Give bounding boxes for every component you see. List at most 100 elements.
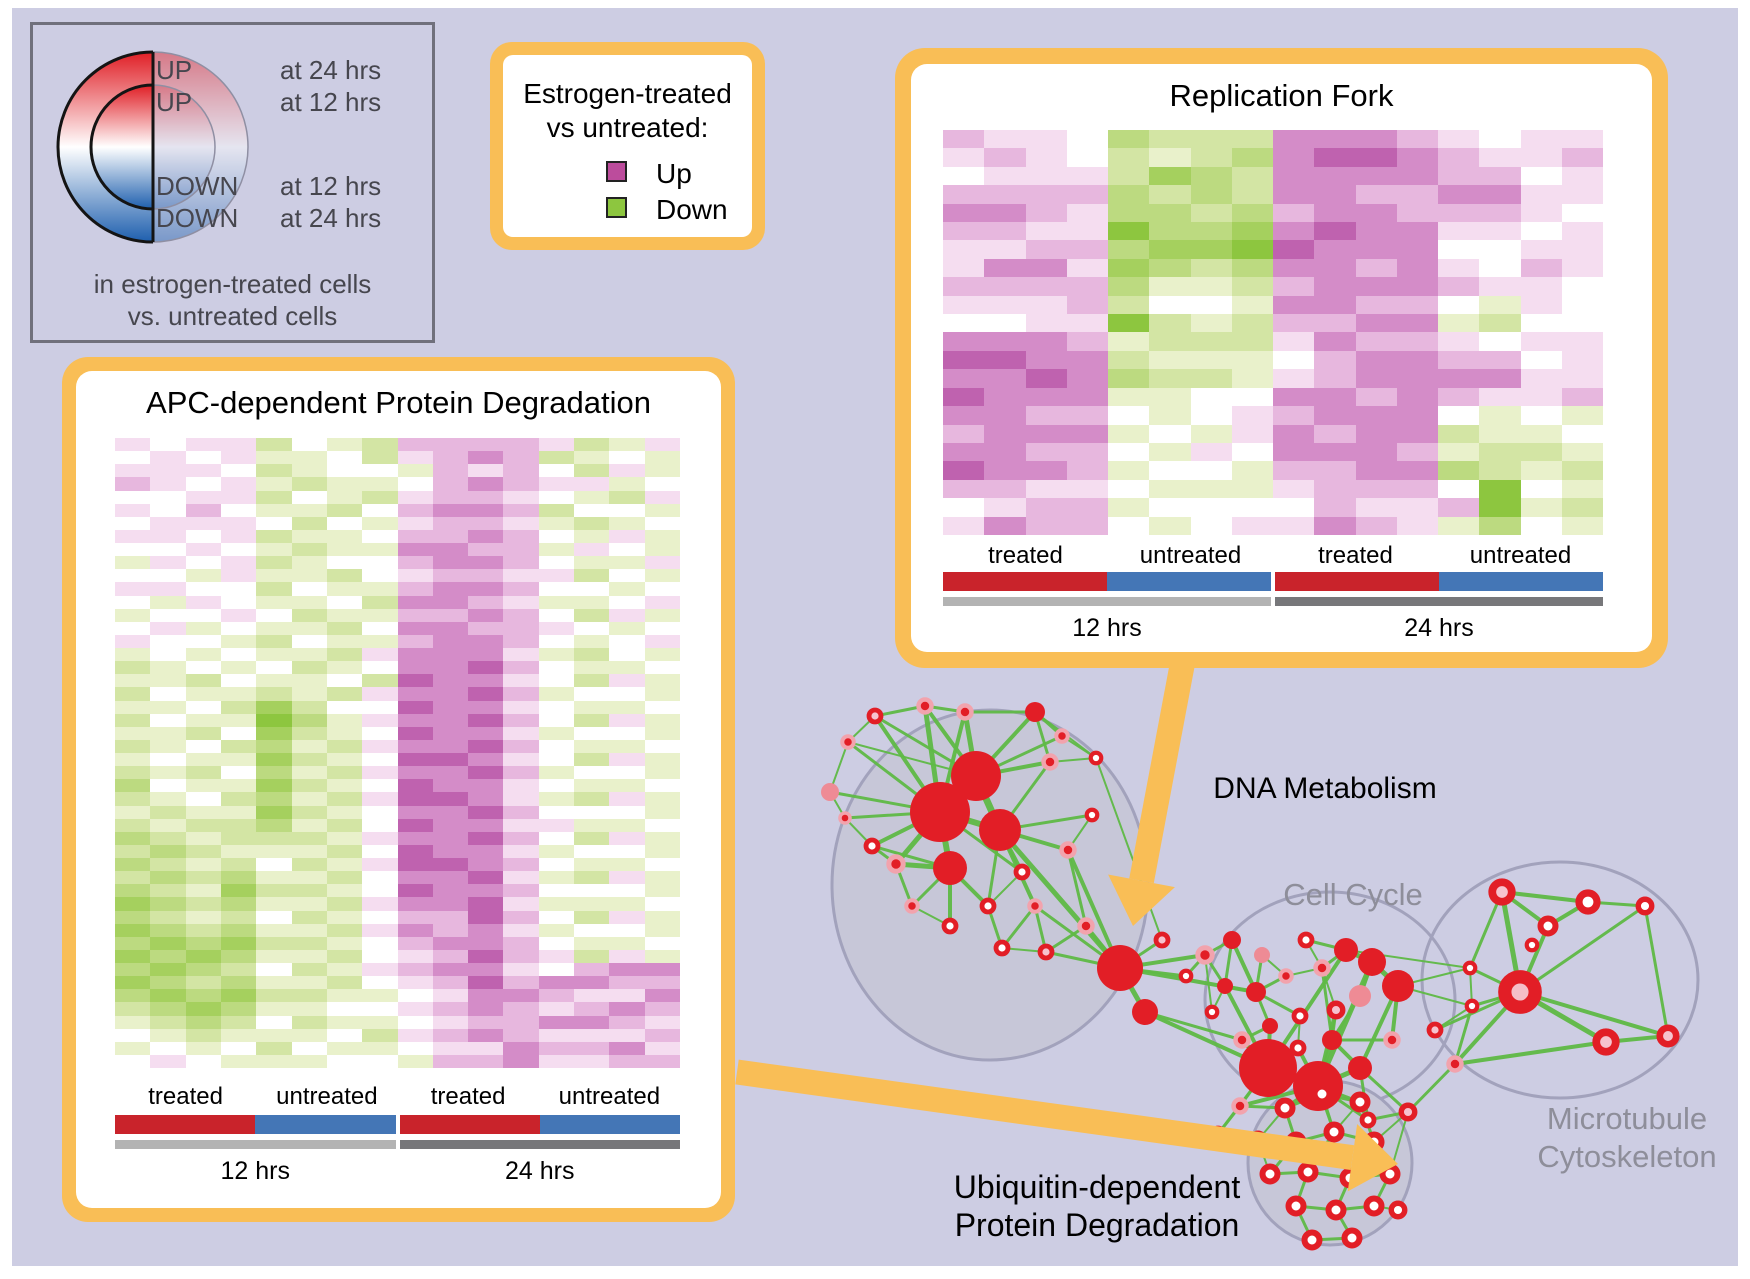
heatmap-cell [984, 258, 1026, 278]
heatmap-cell [1396, 498, 1438, 517]
heatmap-cell [185, 516, 221, 530]
heatmap-cell [1025, 148, 1067, 167]
heatmap-cell [432, 621, 469, 635]
heatmap-cell [220, 608, 257, 622]
heatmap-cell [1190, 369, 1232, 388]
heatmap-cell [220, 661, 257, 675]
heatmap-cell [644, 753, 680, 767]
cluster-label-microtubule-cytoskeleton: Microtubule Cytoskeleton [1482, 1100, 1750, 1176]
heatmap-cell [574, 621, 610, 635]
heatmap-cell [538, 1028, 575, 1042]
heatmap-cell [1396, 203, 1438, 223]
heatmap-cell [362, 687, 398, 701]
24hrs-bar [399, 1140, 680, 1149]
condition-label: untreated [558, 1083, 661, 1110]
heatmap-cell [644, 897, 680, 911]
heatmap-cell [326, 621, 363, 635]
heatmap-cell [1025, 130, 1067, 149]
heatmap-cell [362, 451, 398, 465]
heatmap-cell [503, 477, 539, 491]
heatmap-cell [397, 989, 433, 1003]
heatmap-cell [432, 923, 469, 937]
gene-node-solid [1262, 1018, 1278, 1034]
heatmap-cell [185, 936, 221, 950]
heatmap-cell [1438, 461, 1480, 480]
heatmap-cell [220, 805, 257, 819]
heatmap-cell [150, 976, 186, 990]
heatmap-cell [1025, 461, 1067, 480]
heatmap-cell [943, 479, 985, 499]
heatmap-cell [1190, 130, 1232, 149]
heatmap-cell [256, 739, 292, 753]
heatmap-cell [468, 726, 504, 740]
heatmap-cell [1108, 369, 1150, 388]
heatmap-cell [1190, 166, 1232, 186]
gene-node-pink-halo [840, 734, 856, 750]
12hrs-bar [115, 1140, 396, 1149]
heatmap-cell [150, 621, 186, 635]
heatmap-cell [326, 648, 363, 662]
heatmap-cell [1479, 222, 1521, 241]
heatmap-cell [1273, 387, 1315, 407]
heatmap-cell [1479, 406, 1521, 425]
heatmap-cell [362, 871, 398, 885]
heatmap-cell [326, 529, 363, 543]
heatmap-cell [1231, 240, 1273, 259]
gene-node-pink-halo [916, 697, 934, 715]
network-edge [1518, 990, 1670, 1038]
24hrs-bar [1275, 597, 1603, 606]
heatmap-cell [984, 424, 1026, 443]
heatmap-cell [538, 451, 575, 465]
heatmap-cell [943, 350, 985, 370]
heatmap-cell [468, 687, 504, 701]
heatmap-cell [1520, 479, 1562, 499]
gene-node-solid [1217, 978, 1233, 994]
heatmap-cell [326, 831, 363, 845]
heatmap-cell [115, 438, 151, 452]
heatmap-cell [574, 595, 610, 609]
heatmap-cell [644, 884, 680, 898]
heatmap-cell [115, 582, 151, 596]
heatmap-cell [256, 621, 292, 635]
heatmap-cell [362, 490, 398, 504]
heatmap-cell [1438, 406, 1480, 425]
heatmap-cell [397, 438, 433, 452]
gene-node-ring-pink [1153, 931, 1171, 949]
time-label-24hrs: 24 hrs [505, 1157, 575, 1185]
heatmap-cell [256, 661, 292, 675]
heatmap-cell [1108, 461, 1150, 480]
condition-label: untreated [276, 1083, 378, 1110]
heatmap-cell [644, 844, 680, 858]
heatmap-cell [1149, 461, 1191, 480]
heatmap-cell [362, 884, 398, 898]
heatmap-cell [291, 477, 327, 491]
heatmap-cell [1396, 332, 1438, 351]
heatmap-cell [115, 753, 151, 767]
heatmap-cell [1190, 387, 1232, 407]
heatmap-cell [1355, 406, 1397, 425]
heatmap-cell [644, 543, 680, 557]
heatmap-cell [115, 831, 151, 845]
heatmap-cell [644, 700, 680, 714]
heatmap-cell [1314, 332, 1356, 351]
heatmap-cell [644, 818, 680, 832]
heatmap-cell [291, 700, 327, 714]
heatmap-cell [256, 805, 292, 819]
heatmap-cell [362, 648, 398, 662]
heatmap-cell [362, 818, 398, 832]
heatmap-cell [397, 871, 433, 885]
heatmap-cell [397, 739, 433, 753]
heatmap-cell [1438, 332, 1480, 351]
heatmap-cell [468, 595, 504, 609]
heatmap-cell [1561, 130, 1603, 149]
gene-node-pink-halo [1059, 841, 1077, 859]
heatmap-cell [503, 543, 539, 557]
heatmap-cell [291, 687, 327, 701]
heatmap-cell [150, 805, 186, 819]
heatmap-cell [185, 989, 221, 1003]
heatmap-cell [291, 1028, 327, 1042]
heatmap-cell [644, 1028, 680, 1042]
heatmap-cell [185, 739, 221, 753]
heatmap-cell [503, 438, 539, 452]
heatmap-cell [609, 1028, 645, 1042]
